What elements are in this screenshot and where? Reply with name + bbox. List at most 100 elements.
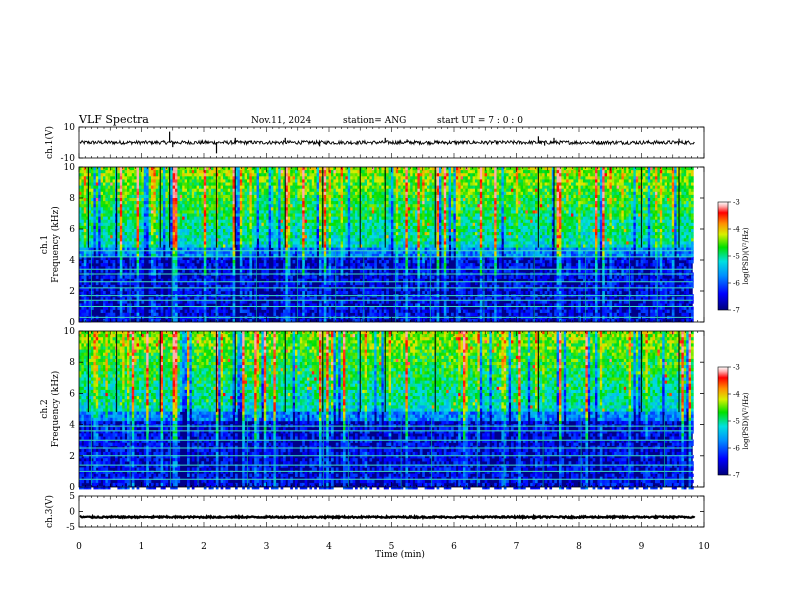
spectrogram-cell (127, 219, 130, 224)
spectrogram-cell (91, 182, 94, 186)
spectrogram-cell (127, 318, 130, 323)
spectrogram-cell (93, 176, 97, 180)
spectrogram-cell (175, 303, 178, 307)
spectrogram-cell (112, 287, 116, 292)
spectrogram-cell (93, 213, 97, 217)
spectrogram-cell (191, 300, 195, 304)
spectrogram-cell (326, 198, 329, 202)
spectrogram-cell (347, 182, 351, 186)
spectrogram-cell (95, 210, 99, 214)
spectrogram-cell (179, 176, 183, 180)
spectrogram-cell (239, 179, 243, 183)
spectrogram-cell (110, 213, 113, 217)
spectrogram-cell (201, 300, 205, 304)
start-time-label: start UT = 7 : 0 : 0 (437, 116, 523, 126)
spectrogram-cell (148, 216, 152, 220)
spectrogram-cell (158, 306, 161, 310)
spectrogram-cell (215, 216, 219, 220)
spectrogram-cell (158, 256, 161, 261)
spectrogram-cell (235, 204, 238, 208)
spectrogram-cell (189, 241, 193, 245)
spectrogram-cell (86, 173, 89, 177)
spectrogram-cell (338, 194, 341, 199)
spectrogram-cell (232, 207, 236, 211)
spectrogram-cell (357, 250, 361, 255)
spectrogram-cell (151, 216, 154, 220)
spectrogram-cell (244, 185, 248, 189)
spectrogram-cell (275, 275, 279, 279)
spectrogram-cell (146, 241, 149, 245)
spectrogram-cell (206, 266, 209, 270)
spectrogram-cell (251, 176, 255, 180)
spectrogram-cell (251, 210, 255, 214)
spectrogram-cell (292, 232, 296, 236)
spectrogram-cell (227, 204, 231, 208)
spectrogram-cell (304, 229, 308, 233)
spectrogram-cell (79, 179, 82, 183)
spectrogram-cell (283, 170, 286, 174)
spectrogram-cell (158, 235, 161, 239)
spectrogram-cell (328, 182, 332, 186)
spectrogram-cell (355, 182, 358, 186)
spectrogram-cell (239, 253, 243, 258)
spectrogram-cell (110, 318, 113, 323)
spectrogram-cell (81, 191, 85, 196)
spectrogram-cell (297, 207, 301, 211)
spectrogram-cell (172, 222, 176, 227)
spectrogram-cell (177, 170, 181, 174)
spectrogram-cell (247, 216, 250, 220)
spectrogram-cell (340, 278, 344, 282)
spectrogram-cell (268, 167, 272, 171)
spectrogram-cell (208, 291, 212, 295)
spectrogram-cell (151, 204, 154, 208)
spectrogram-cell (355, 287, 358, 292)
spectrogram-cell (91, 244, 94, 248)
spectrogram-cell (136, 191, 140, 196)
spectrogram-cell (345, 179, 349, 183)
spectrogram-cell (280, 284, 284, 289)
spectrogram-cell (184, 213, 188, 217)
spectrogram-cell (225, 235, 229, 239)
spectrogram-cell (304, 266, 308, 270)
spectrogram-cell (141, 263, 145, 267)
spectrogram-cell (232, 232, 236, 236)
spectrogram-cell (81, 210, 85, 214)
spectrogram-cell (129, 238, 133, 242)
spectrogram-cell (244, 266, 248, 270)
spectrogram-cell (163, 219, 166, 224)
spectrogram-cell (158, 198, 161, 202)
spectrogram-cell (184, 229, 188, 233)
spectrogram-cell (350, 216, 353, 220)
spectrogram-cell (331, 235, 334, 239)
spectrogram-cell (323, 176, 327, 180)
spectrogram-cell (302, 225, 305, 230)
spectrogram-cell (314, 213, 317, 217)
spectrogram-cell (263, 182, 267, 186)
spectrogram-cell (244, 222, 248, 227)
spectrogram-cell (187, 229, 190, 233)
spectrogram-cell (287, 232, 291, 236)
spectrogram-cell (93, 219, 97, 224)
spectrogram-cell (143, 244, 147, 248)
spectrogram-cell (151, 266, 154, 270)
spectrogram-cell (213, 232, 217, 236)
spectrogram-cell (307, 198, 310, 202)
spectrogram-cell (268, 210, 272, 214)
spectrogram-cell (283, 266, 286, 270)
spectrogram-cell (285, 229, 289, 233)
spectrogram-cell (107, 303, 111, 307)
spectrogram-cell (266, 225, 269, 230)
spectrogram-cell (189, 229, 193, 233)
spectrogram-cell (225, 167, 229, 171)
spectrogram-cell (141, 201, 145, 205)
spectrogram-cell (119, 213, 123, 217)
spectrogram-cell (256, 182, 260, 186)
spectrogram-cell (100, 191, 104, 196)
spectrogram-cell (175, 179, 178, 183)
spectrogram-cell (119, 232, 123, 236)
spectrogram-cell (196, 300, 200, 304)
spectrogram-cell (131, 182, 135, 186)
spectrogram-cell (237, 235, 241, 239)
spectrogram-cell (333, 216, 337, 220)
spectrogram-cell (199, 250, 202, 255)
